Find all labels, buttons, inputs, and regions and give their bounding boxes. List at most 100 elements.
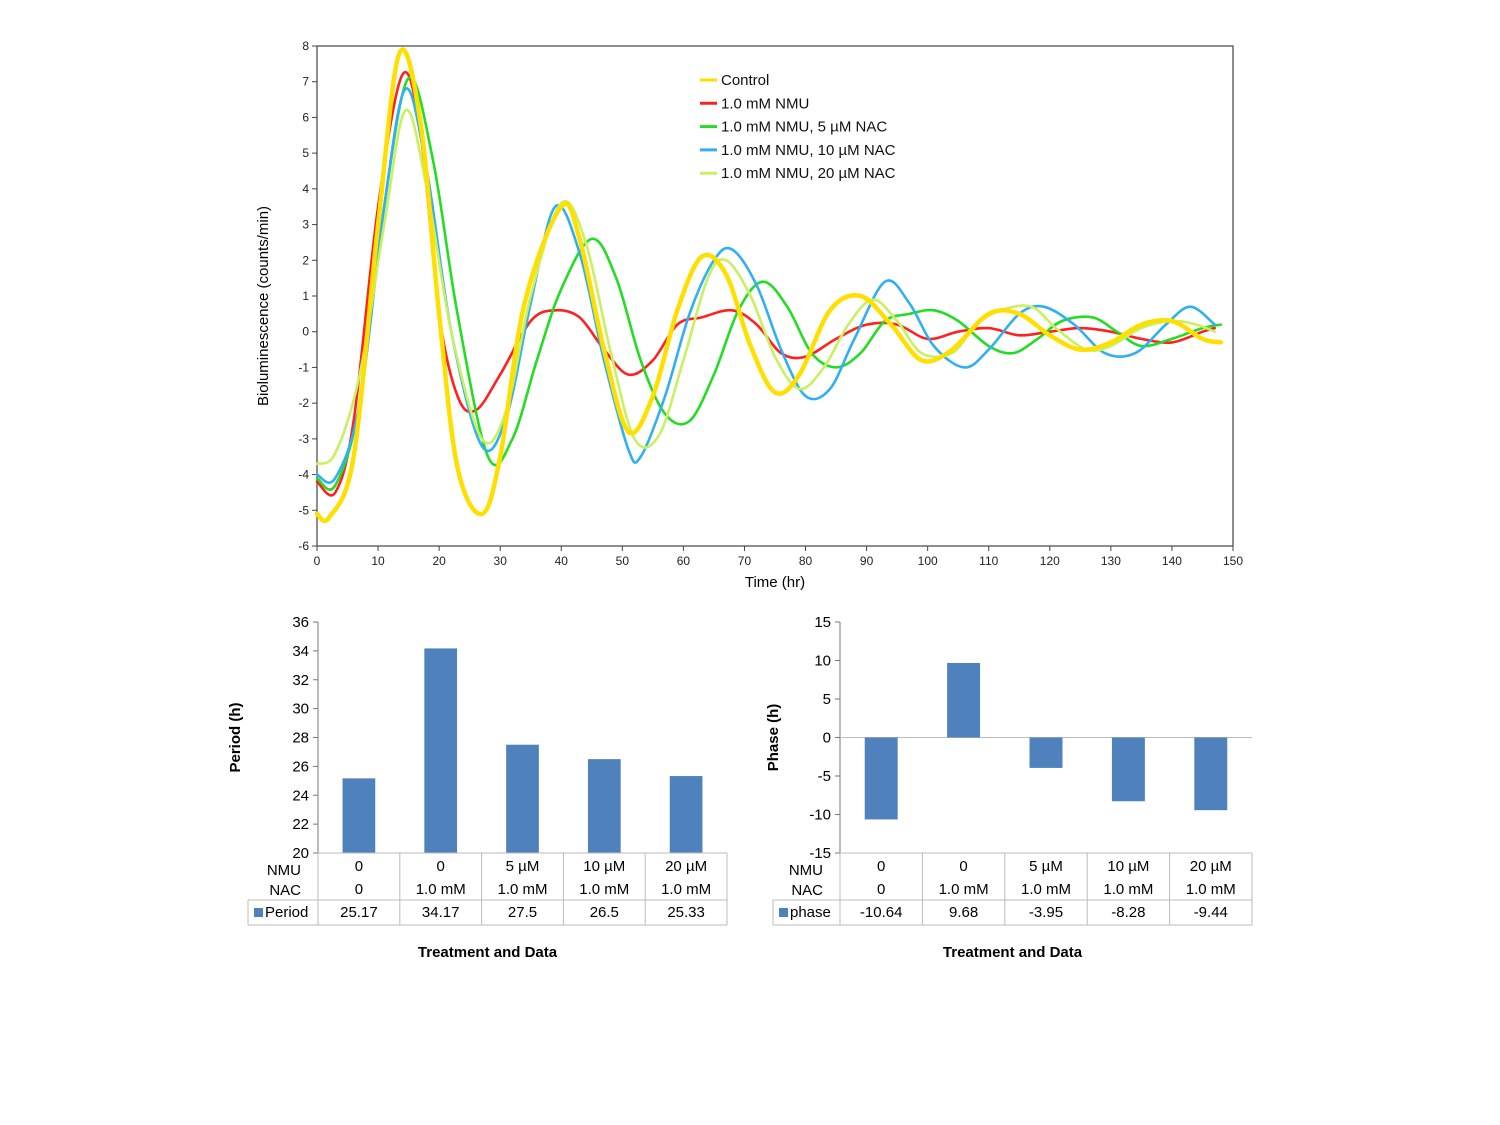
line-x-tick-label: 30: [494, 554, 508, 568]
phase-value-2: -3.95: [1029, 904, 1063, 921]
period-row-label-nac: NAC: [269, 882, 301, 899]
line-y-tick-label: 4: [302, 182, 309, 196]
period-series-key: [254, 908, 263, 917]
phase-y-tick-label: -10: [809, 807, 831, 824]
line-y-axis-label: Bioluminescence (counts/min): [255, 206, 272, 406]
phase-value-0: -10.64: [860, 904, 903, 921]
line-x-tick-label: 0: [314, 554, 321, 568]
period-y-tick-label: 22: [292, 816, 309, 833]
line-y-tick-label: -1: [298, 360, 309, 374]
period-cat-nmu-3: 10 µM: [583, 858, 625, 875]
line-x-tick-label: 110: [979, 554, 998, 568]
line-plot-frame: [316, 45, 1234, 547]
line-x-tick-label: 70: [738, 554, 752, 568]
phase-value-1: 9.68: [949, 904, 978, 921]
period-y-tick-label: 26: [292, 758, 309, 775]
phase-series-key: [779, 908, 788, 917]
phase-cat-nmu-2: 5 µM: [1029, 858, 1063, 875]
line-x-tick-label: 90: [860, 554, 874, 568]
line-y-tick-label: 6: [302, 110, 309, 124]
phase-bar-2: [1029, 737, 1063, 768]
period-y-tick-label: 34: [292, 643, 309, 660]
period-cat-nmu-2: 5 µM: [506, 858, 540, 875]
phase-cat-nac-4: 1.0 mM: [1186, 881, 1236, 898]
phase-y-tick-label: 5: [823, 691, 831, 708]
period-cat-nmu-1: 0: [437, 858, 445, 875]
period-cat-nmu-0: 0: [355, 858, 363, 875]
line-x-tick-label: 20: [432, 554, 446, 568]
period-value-3: 26.5: [590, 904, 619, 921]
phase-bar-4: [1194, 737, 1228, 811]
phase-bar-0: [864, 737, 898, 820]
phase-y-tick-label: 10: [814, 653, 831, 670]
period-y-tick-label: 24: [292, 787, 309, 804]
line-x-tick-label: 130: [1101, 554, 1121, 568]
line-x-tick-label: 10: [371, 554, 385, 568]
line-y-tick-label: -5: [298, 503, 309, 517]
line-y-ticks: 8 7 6 5 4 3 2 1 0 -1 -2 -3 -4 -5 -6: [298, 39, 317, 553]
phase-cat-nmu-1: 0: [959, 858, 967, 875]
phase-x-axis-label: Treatment and Data: [943, 944, 1083, 961]
phase-cat-nac-0: 0: [877, 881, 885, 898]
period-value-2: 27.5: [508, 904, 537, 921]
legend-label-3: 1.0 mM NMU, 10 µM NAC: [721, 142, 896, 159]
line-y-tick-label: 7: [302, 75, 309, 89]
phase-y-axis-label: Phase (h): [765, 704, 782, 772]
phase-cat-nac-3: 1.0 mM: [1103, 881, 1153, 898]
line-x-tick-label: 80: [799, 554, 813, 568]
legend-label-4: 1.0 mM NMU, 20 µM NAC: [721, 165, 896, 182]
period-cat-nac-2: 1.0 mM: [497, 881, 547, 898]
phase-row-label-nmu: NMU: [789, 862, 823, 879]
period-bar-2: [506, 744, 539, 853]
phase-bar-3: [1111, 737, 1145, 802]
line-y-tick-label: 2: [302, 253, 309, 267]
period-y-tick-label: 32: [292, 672, 309, 689]
line-y-tick-label: -3: [298, 432, 309, 446]
phase-cat-nmu-3: 10 µM: [1107, 858, 1149, 875]
line-x-ticks: 0 10 20 30 40 50 60 70 80 90 100 110 120 130 140 150: [314, 546, 1243, 568]
period-bar-3: [587, 759, 621, 853]
line-x-tick-label: 50: [616, 554, 630, 568]
period-row-label-nmu: NMU: [267, 862, 301, 879]
phase-cat-nmu-0: 0: [877, 858, 885, 875]
line-y-tick-label: 3: [302, 218, 309, 232]
period-bar-4: [669, 776, 703, 853]
line-series-2: [315, 76, 1223, 491]
period-cat-nac-1: 1.0 mM: [416, 881, 466, 898]
legend-label-0: Control: [721, 72, 769, 89]
line-x-tick-label: 150: [1223, 554, 1243, 568]
period-cat-nac-0: 0: [355, 881, 363, 898]
phase-row-label-nac: NAC: [791, 882, 823, 899]
period-cat-nac-3: 1.0 mM: [579, 881, 629, 898]
phase-y-tick-label: 0: [823, 730, 831, 747]
phase-y-tick-label: 15: [814, 614, 831, 631]
period-cat-nmu-4: 20 µM: [665, 858, 707, 875]
phase-series-name: phase: [790, 904, 831, 921]
legend-label-2: 1.0 mM NMU, 5 µM NAC: [721, 119, 887, 136]
phase-cat-nac-1: 1.0 mM: [939, 881, 989, 898]
line-legend: Control 1.0 mM NMU 1.0 mM NMU, 5 µM NAC 1.0…: [700, 72, 896, 182]
phase-y-tick-label: -15: [809, 845, 831, 862]
phase-y-tick-label: -5: [818, 768, 831, 785]
line-series-0: [314, 47, 1224, 524]
line-x-tick-label: 140: [1162, 554, 1182, 568]
legend-label-1: 1.0 mM NMU: [721, 95, 809, 112]
line-series-group: [314, 47, 1224, 524]
line-y-tick-label: 1: [302, 289, 309, 303]
line-x-tick-label: 60: [677, 554, 691, 568]
period-y-axis-label: Period (h): [227, 702, 244, 772]
period-value-1: 34.17: [422, 904, 460, 921]
line-x-tick-label: 100: [918, 554, 938, 568]
period-cat-nac-4: 1.0 mM: [661, 881, 711, 898]
line-y-tick-label: 8: [302, 39, 309, 53]
period-value-0: 25.17: [340, 904, 378, 921]
phase-cat-nmu-4: 20 µM: [1190, 858, 1232, 875]
period-y-tick-label: 36: [292, 614, 309, 631]
phase-value-3: -8.28: [1111, 904, 1145, 921]
line-x-tick-label: 40: [555, 554, 569, 568]
period-y-tick-label: 28: [292, 730, 309, 747]
line-y-tick-label: -2: [298, 396, 309, 410]
